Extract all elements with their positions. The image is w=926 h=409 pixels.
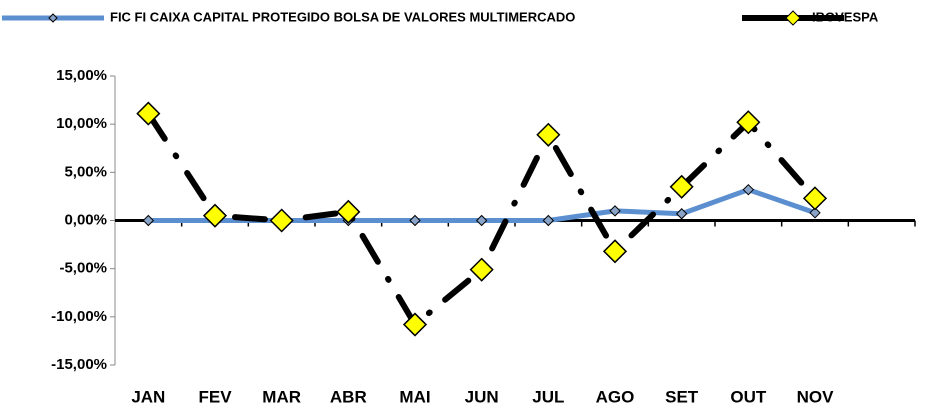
- x-tick-label: AGO: [596, 387, 635, 406]
- marker: [269, 208, 294, 233]
- marker: [469, 257, 494, 282]
- marker: [609, 205, 621, 217]
- marker: [409, 214, 421, 227]
- y-tick-label: 0,00%: [64, 211, 107, 228]
- marker: [136, 101, 161, 126]
- x-tick-label: OUT: [730, 387, 767, 406]
- legend-label: FIC FI CAIXA CAPITAL PROTEGIDO BOLSA DE …: [110, 9, 575, 24]
- y-tick-label: -15,00%: [51, 356, 107, 373]
- marker: [669, 174, 694, 199]
- marker: [736, 110, 761, 135]
- legend-marker: [48, 13, 58, 23]
- x-tick-label: ABR: [330, 387, 367, 406]
- marker: [802, 186, 828, 211]
- x-tick-label: JUN: [465, 387, 499, 406]
- marker: [202, 203, 228, 228]
- x-tick-label: FEV: [198, 387, 232, 406]
- x-tick-label: JAN: [131, 387, 165, 406]
- y-tick-label: -10,00%: [51, 308, 107, 325]
- y-tick-label: 10,00%: [56, 115, 107, 132]
- x-tick-label: NOV: [797, 387, 835, 406]
- x-tick-label: JUL: [532, 387, 564, 406]
- x-tick-label: SET: [665, 387, 699, 406]
- marker: [536, 122, 561, 147]
- marker: [602, 239, 628, 264]
- marker: [142, 214, 155, 227]
- x-tick-label: MAR: [262, 387, 301, 406]
- marker: [402, 312, 428, 337]
- marker: [742, 183, 755, 196]
- y-tick-label: -5,00%: [59, 260, 107, 277]
- marker: [809, 207, 821, 219]
- legend-label: IBOVESPA: [812, 9, 879, 24]
- legend-marker: [785, 10, 801, 26]
- marker: [475, 214, 488, 227]
- y-tick-label: 15,00%: [56, 67, 107, 84]
- x-tick-label: MAI: [399, 387, 430, 406]
- marker: [542, 214, 555, 227]
- y-tick-label: 5,00%: [64, 163, 107, 180]
- marker: [675, 208, 688, 220]
- marker: [336, 199, 361, 224]
